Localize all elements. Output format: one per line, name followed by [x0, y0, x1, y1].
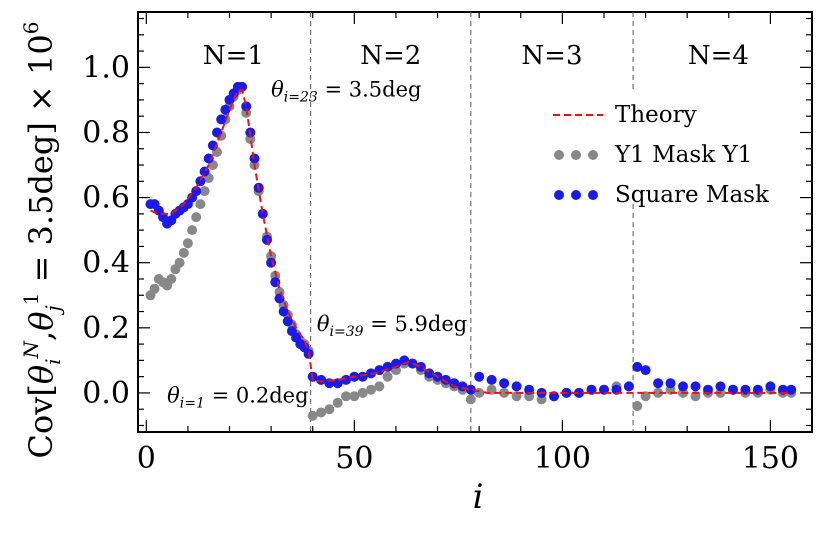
- data-point: [715, 381, 726, 392]
- data-point: [349, 391, 360, 402]
- data-point: [623, 381, 634, 392]
- data-point: [407, 358, 418, 369]
- data-point: [499, 378, 510, 389]
- data-point: [324, 404, 335, 415]
- data-point: [640, 365, 651, 376]
- legend-label: Theory: [615, 102, 697, 128]
- data-point: [149, 283, 160, 294]
- data-point: [382, 371, 393, 382]
- data-point: [765, 381, 776, 392]
- y-tick-label: 0.0: [82, 376, 130, 411]
- axis-ticks: 0 50 100 150 0.0 0.2 0.4 0.6 0.8 1.0: [82, 12, 813, 476]
- y-tick-label: 0.2: [82, 311, 130, 346]
- data-point: [195, 176, 206, 187]
- x-axis-label: i: [473, 477, 484, 517]
- data-point: [316, 407, 327, 418]
- data-point: [366, 368, 376, 379]
- section-label: N=4: [688, 41, 749, 71]
- data-point: [574, 387, 584, 398]
- data-point: [486, 374, 497, 385]
- series-layer: [145, 81, 797, 421]
- data-point: [307, 410, 318, 421]
- data-point: [665, 378, 676, 389]
- data-point: [282, 316, 293, 327]
- data-point: [690, 381, 701, 392]
- legend-entry: Square Mask: [554, 182, 770, 208]
- data-point: [511, 381, 522, 392]
- y-tick-label: 0.6: [82, 181, 130, 216]
- legend-swatch: [554, 150, 564, 160]
- data-point: [357, 387, 368, 398]
- y-axis-label: Cov[θiN,θj1 = 3.5deg] × 106: [19, 22, 65, 459]
- x-tick-label: 150: [742, 441, 799, 476]
- x-tick-label: 100: [534, 441, 591, 476]
- data-point: [178, 247, 189, 258]
- data-point: [166, 274, 177, 284]
- legend-swatch: [571, 190, 581, 200]
- data-point: [440, 374, 451, 385]
- data-point: [199, 186, 210, 197]
- y-tick-label: 0.8: [82, 115, 130, 150]
- legend-swatch: [554, 190, 564, 200]
- data-point: [653, 387, 664, 398]
- data-point: [341, 391, 351, 402]
- data-point: [182, 238, 193, 249]
- data-point: [257, 208, 268, 219]
- data-point: [632, 361, 643, 372]
- data-point: [191, 186, 202, 197]
- data-point: [465, 394, 476, 405]
- data-point: [191, 212, 202, 223]
- data-point: [187, 225, 198, 236]
- data-point: [316, 374, 327, 385]
- y-tick-label: 0.4: [82, 246, 130, 281]
- data-point: [341, 374, 351, 385]
- theory-line: [150, 89, 792, 394]
- annotation: θi=23 = 3.5deg: [271, 78, 421, 106]
- data-point: [632, 401, 643, 411]
- legend-entry: Theory: [553, 102, 697, 128]
- data-point: [220, 104, 231, 115]
- legend-swatch: [588, 150, 598, 160]
- legend-label: Y1 Mask Y1: [614, 142, 752, 168]
- legend: Theory Y1 Mask Y1 Square Mask: [553, 102, 770, 208]
- data-point: [241, 101, 252, 112]
- data-point: [499, 387, 510, 398]
- y-tick-label: 1.0: [82, 50, 130, 85]
- plot-frame: [137, 11, 813, 433]
- data-point: [465, 384, 476, 395]
- legend-entry: Y1 Mask Y1: [554, 142, 752, 168]
- section-boundaries: [310, 12, 634, 432]
- data-point: [653, 378, 664, 389]
- data-point: [195, 199, 206, 210]
- data-point: [474, 371, 485, 382]
- section-label: N=3: [521, 41, 582, 71]
- annotation: θi=39 = 5.9deg: [317, 312, 467, 340]
- data-point: [174, 257, 185, 268]
- x-tick-label: 50: [335, 441, 373, 476]
- legend-swatch: [571, 150, 581, 160]
- section-labels: N=1 N=2 N=3 N=4: [203, 41, 749, 71]
- data-point: [786, 384, 797, 395]
- data-point: [274, 293, 285, 304]
- series-square-mask: [145, 81, 797, 402]
- legend-label: Square Mask: [615, 182, 770, 208]
- data-point: [374, 381, 385, 392]
- section-label: N=2: [360, 41, 421, 71]
- annotation: θi=1 = 0.2deg: [167, 384, 308, 412]
- data-point: [366, 384, 376, 395]
- x-tick-label: 0: [137, 441, 156, 476]
- annotations: θi=23 = 3.5deg θi=39 = 5.9deg θi=1 = 0.2de…: [167, 78, 467, 412]
- data-point: [332, 397, 343, 408]
- data-point: [332, 378, 343, 389]
- data-point: [415, 361, 426, 372]
- legend-swatch: [588, 190, 598, 200]
- section-label: N=1: [203, 41, 264, 71]
- data-point: [678, 381, 688, 392]
- data-point: [216, 114, 227, 125]
